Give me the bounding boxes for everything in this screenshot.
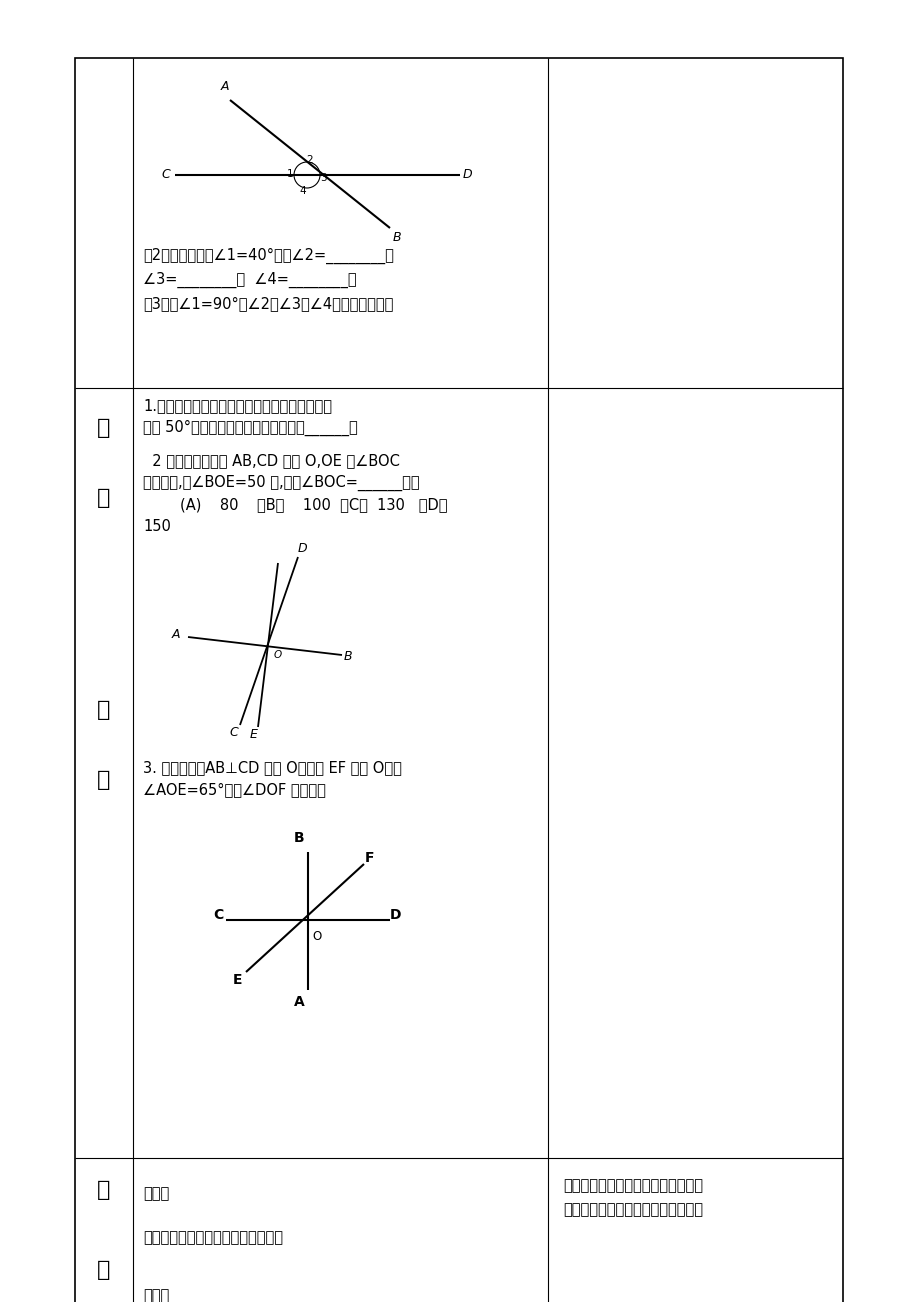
Text: E: E xyxy=(250,729,257,742)
Text: C: C xyxy=(161,168,170,181)
Text: B: B xyxy=(392,230,402,243)
Text: 作业：: 作业： xyxy=(142,1288,169,1302)
Text: 小: 小 xyxy=(97,1180,110,1200)
Text: A: A xyxy=(221,79,229,92)
Text: （3）若∠1=90°，∠2、∠3、∠4各等于多少度？: （3）若∠1=90°，∠2、∠3、∠4各等于多少度？ xyxy=(142,296,393,311)
Text: 小结：: 小结： xyxy=(142,1186,169,1200)
Bar xyxy=(75,59,842,1302)
Text: 4: 4 xyxy=(300,186,306,197)
Text: 3. 如图所示，AB⊥CD 于点 O，直线 EF 过点 O，若: 3. 如图所示，AB⊥CD 于点 O，直线 EF 过点 O，若 xyxy=(142,760,402,775)
Text: 1: 1 xyxy=(287,169,293,178)
Text: B: B xyxy=(293,831,304,845)
Text: 角为 50°，则其余三个角的度数分别是______。: 角为 50°，则其余三个角的度数分别是______。 xyxy=(142,421,357,436)
Text: 生的主体意识，培养学生的归纳能力: 生的主体意识，培养学生的归纳能力 xyxy=(562,1202,702,1217)
Text: 提: 提 xyxy=(97,700,110,720)
Text: B: B xyxy=(344,651,352,664)
Text: 高: 高 xyxy=(97,769,110,790)
Text: O: O xyxy=(274,650,282,660)
Text: 补: 补 xyxy=(97,418,110,437)
Text: 1.已知两条直线相交而成的四个角，其中的一个: 1.已知两条直线相交而成的四个角，其中的一个 xyxy=(142,398,332,413)
Text: 通过本节课的学习，你有什么收获？: 通过本节课的学习，你有什么收获？ xyxy=(142,1230,283,1245)
Text: 2 如图所示，直线 AB,CD 交与 O,OE 是∠BOC: 2 如图所示，直线 AB,CD 交与 O,OE 是∠BOC xyxy=(142,453,400,467)
Text: C: C xyxy=(212,907,223,922)
Text: 结: 结 xyxy=(97,1260,110,1280)
Text: D: D xyxy=(297,543,306,556)
Text: C: C xyxy=(230,727,238,740)
Text: D: D xyxy=(390,907,402,922)
Text: （2）上图中，若∠1=40°，则∠2=________，: （2）上图中，若∠1=40°，则∠2=________， xyxy=(142,247,393,264)
Text: A: A xyxy=(293,995,304,1009)
Text: (A)    80    （B）    100  （C）  130   （D）: (A) 80 （B） 100 （C） 130 （D） xyxy=(142,497,447,512)
Text: F: F xyxy=(365,852,374,865)
Text: D: D xyxy=(462,168,472,181)
Text: 3: 3 xyxy=(319,173,326,184)
Text: 偿: 偿 xyxy=(97,488,110,508)
Text: O: O xyxy=(312,930,321,943)
Text: ∠AOE=65°，求∠DOF 的度数。: ∠AOE=65°，求∠DOF 的度数。 xyxy=(142,783,325,797)
Text: 的平分线,且∠BOE=50 度,那么∠BOC=______度。: 的平分线,且∠BOE=50 度,那么∠BOC=______度。 xyxy=(142,475,419,491)
Text: A: A xyxy=(172,629,180,642)
Text: 2: 2 xyxy=(306,155,313,165)
Text: ∠3=________，  ∠4=________。: ∠3=________， ∠4=________。 xyxy=(142,272,357,288)
Text: 学生组内交流，归纳，补充。发挥学: 学生组内交流，归纳，补充。发挥学 xyxy=(562,1178,702,1193)
Text: E: E xyxy=(233,973,243,987)
Text: 150: 150 xyxy=(142,519,171,534)
